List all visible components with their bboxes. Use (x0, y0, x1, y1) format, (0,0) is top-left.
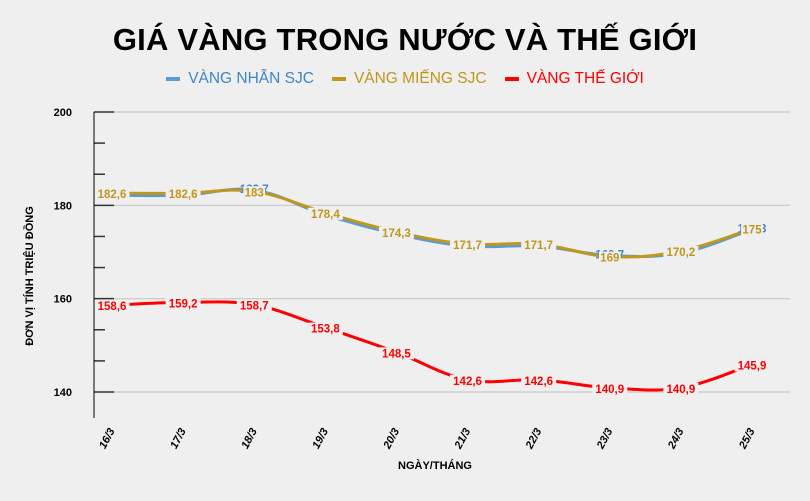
legend-label-mieng: VÀNG MIẾNG SJC (353, 70, 487, 87)
label-bg (741, 223, 763, 236)
data-label: 169 (600, 253, 619, 265)
label-bg (165, 297, 201, 310)
label-bg (450, 239, 486, 252)
data-label: 159,2 (169, 298, 198, 310)
y-tick-label: 200 (54, 107, 72, 119)
label-bg (592, 382, 628, 395)
data-label: 153,8 (311, 324, 340, 336)
x-tick-label: 18/3 (239, 426, 260, 451)
label-bg (734, 359, 770, 372)
label-bg (307, 322, 343, 335)
data-label: 145,9 (738, 360, 767, 372)
data-label: 175 (742, 225, 762, 237)
data-label: 158,7 (240, 301, 269, 313)
legend-label-the-gioi: VÀNG THẾ GIỚI (526, 70, 644, 87)
legend-item-the-gioi: VÀNG THẾ GIỚI (504, 70, 644, 88)
data-label: 148,5 (382, 348, 411, 360)
label-bg (307, 207, 343, 220)
data-label: 183 (245, 187, 264, 199)
label-bg (663, 246, 699, 259)
y-tick-label: 160 (54, 294, 72, 306)
label-bg (663, 382, 699, 395)
legend-swatch-nhan (166, 77, 181, 81)
x-axis-label: NGÀY/THÁNG (398, 460, 472, 472)
data-label: 140,9 (595, 384, 624, 396)
y-tick-label: 140 (54, 387, 72, 399)
y-axis-label: ĐƠN VỊ TÍNH TRIỆU ĐỒNG (24, 206, 36, 346)
y-tick-label: 180 (54, 200, 72, 212)
data-label: 140,9 (666, 384, 695, 396)
data-label: 158,6 (98, 301, 127, 313)
data-label: 182,6 (169, 189, 198, 201)
x-tick-label: 23/3 (594, 426, 615, 451)
x-tick-label: 17/3 (168, 426, 189, 451)
label-bg (378, 347, 414, 360)
label-bg (521, 239, 557, 252)
series-line (111, 188, 753, 259)
x-tick-label: 25/3 (737, 426, 758, 451)
x-tick-label: 20/3 (381, 426, 402, 451)
series-line (111, 187, 753, 258)
label-bg (94, 300, 130, 313)
x-tick-label: 16/3 (97, 426, 118, 451)
label-bg (598, 251, 621, 264)
chart-title: GIÁ VÀNG TRONG NƯỚC VÀ THẾ GIỚI (112, 22, 698, 57)
data-label: 178,4 (311, 209, 340, 221)
data-label: 182,6 (98, 189, 127, 201)
label-bg (243, 186, 266, 199)
legend-item-nhan: VÀNG NHẪN SJC (166, 70, 314, 88)
label-bg (521, 374, 557, 387)
data-label: 142,6 (524, 376, 553, 388)
label-bg (378, 226, 414, 239)
data-label: 171,7 (524, 240, 553, 252)
legend-swatch-the-gioi (504, 77, 519, 81)
legend-swatch-mieng (331, 77, 346, 81)
legend-label-nhan: VÀNG NHẪN SJC (188, 70, 314, 87)
series-line (111, 300, 753, 392)
data-label: 170,2 (666, 247, 695, 259)
label-bg (450, 374, 486, 387)
x-tick-label: 22/3 (523, 426, 544, 451)
x-tick-label: 24/3 (665, 426, 686, 451)
data-label: 171,7 (453, 240, 482, 252)
x-tick-label: 21/3 (452, 426, 473, 451)
legend-item-mieng: VÀNG MIẾNG SJC (331, 70, 487, 88)
label-bg (94, 188, 130, 201)
x-tick-label: 19/3 (310, 426, 331, 451)
label-bg (165, 188, 201, 201)
legend: VÀNG NHẪN SJC VÀNG MIẾNG SJC VÀNG THẾ GI… (0, 70, 810, 88)
data-label: 142,6 (453, 376, 482, 388)
data-label: 174,3 (382, 228, 411, 240)
label-bg (236, 299, 272, 312)
